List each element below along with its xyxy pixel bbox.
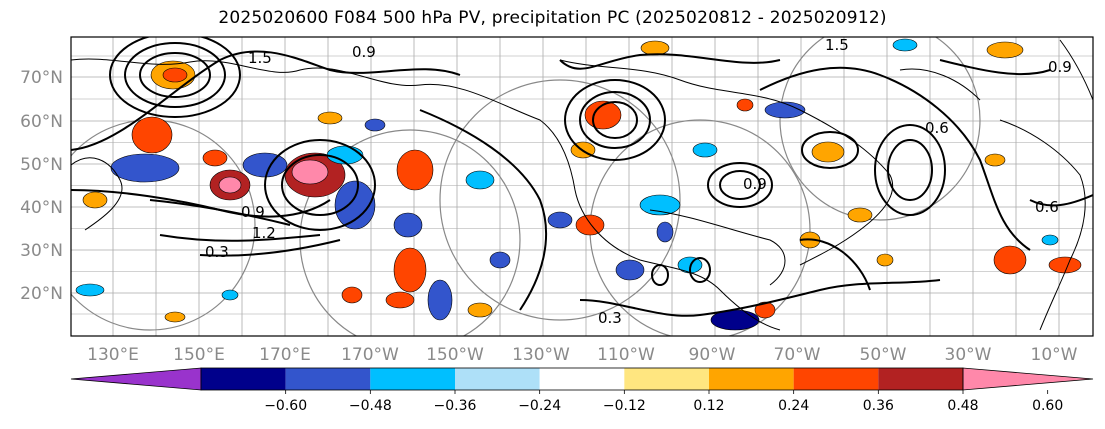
map-title: 2025020600 F084 500 hPa PV, precipitatio…: [218, 8, 887, 28]
coastlines: [71, 39, 1093, 331]
latitude-tick-label: 20°N: [20, 284, 63, 304]
longitude-tick-label: 150°E: [173, 345, 225, 365]
longitude-tick-label: 130°W: [512, 345, 570, 365]
longitude-labels: 130°E 150°E 170°E 170°W 150°W 130°W 110°W 90°W 7…: [87, 345, 1078, 365]
colorbar-segment: [539, 368, 625, 390]
colorbar-tick-label: 0.36: [863, 398, 894, 414]
contour-label: 1.2: [252, 224, 276, 242]
contour-label: 0.9: [241, 203, 265, 221]
longitude-tick-label: 150°W: [426, 345, 484, 365]
longitude-tick-label: 130°E: [87, 345, 139, 365]
colorbar-segment: [370, 368, 455, 390]
colorbar-tick-label: −0.24: [518, 398, 561, 414]
longitude-tick-label: 170°E: [259, 345, 311, 365]
colorbar-tick-label: 0.48: [947, 398, 978, 414]
latitude-tick-label: 50°N: [20, 155, 63, 175]
longitude-tick-label: 50°W: [860, 345, 907, 365]
gridlines: [71, 37, 1093, 336]
colorbar-segment: [878, 368, 963, 390]
latitude-tick-label: 60°N: [20, 112, 63, 132]
contour-label: 0.3: [598, 309, 622, 327]
map-frame: [70, 36, 1094, 337]
longitude-tick-label: 170°W: [341, 345, 399, 365]
colorbar-segment: [455, 368, 540, 390]
longitude-tick-label: 10°W: [1031, 345, 1078, 365]
longitude-tick-label: 70°W: [774, 345, 821, 365]
longitude-tick-label: 30°W: [945, 345, 992, 365]
longitude-tick-label: 110°W: [597, 345, 655, 365]
latitude-tick-label: 40°N: [20, 198, 63, 218]
colorbar: −0.60 −0.48 −0.36 −0.24 −0.12 0.12 0.24 0.36 0.4…: [70, 367, 1094, 414]
map-panel: 1.5 0.9 1.5 0.9 0.9 1.2 0.3 0.3 0.6 0.6 …: [71, 36, 1093, 336]
colorbar-extend-high: [962, 367, 1094, 391]
colorbar-segment: [201, 368, 286, 390]
colorbar-segment: [793, 368, 879, 390]
longitude-tick-label: 90°W: [689, 345, 736, 365]
contour-label: 1.5: [248, 49, 272, 67]
colorbar-tick-label: −0.12: [603, 398, 646, 414]
colorbar-tick-label: −0.48: [349, 398, 392, 414]
contour-label: 0.9: [352, 43, 376, 61]
contour-label: 0.9: [743, 175, 767, 193]
latitude-labels: 70°N 60°N 50°N 40°N 30°N 20°N: [20, 68, 63, 304]
colorbar-tick-label: 0.60: [1032, 398, 1063, 414]
latitude-tick-label: 70°N: [20, 68, 63, 88]
contour-label: 0.6: [1035, 198, 1059, 216]
pv-contours: [71, 37, 1093, 317]
colorbar-segment: [285, 368, 371, 390]
colorbar-extend-low: [70, 367, 202, 391]
latitude-tick-label: 30°N: [20, 241, 63, 261]
colorbar-tick-label: 0.24: [778, 398, 809, 414]
colorbar-tick-label: −0.36: [434, 398, 477, 414]
colorbar-tick-label: −0.60: [264, 398, 307, 414]
contour-label: 0.6: [925, 119, 949, 137]
colorbar-segment: [709, 368, 794, 390]
colorbar-tick-label: 0.12: [693, 398, 724, 414]
colorbar-segment: [624, 368, 709, 390]
contour-label: 0.9: [1048, 58, 1072, 76]
contour-label: 0.3: [205, 243, 229, 261]
contour-label: 1.5: [825, 36, 849, 54]
